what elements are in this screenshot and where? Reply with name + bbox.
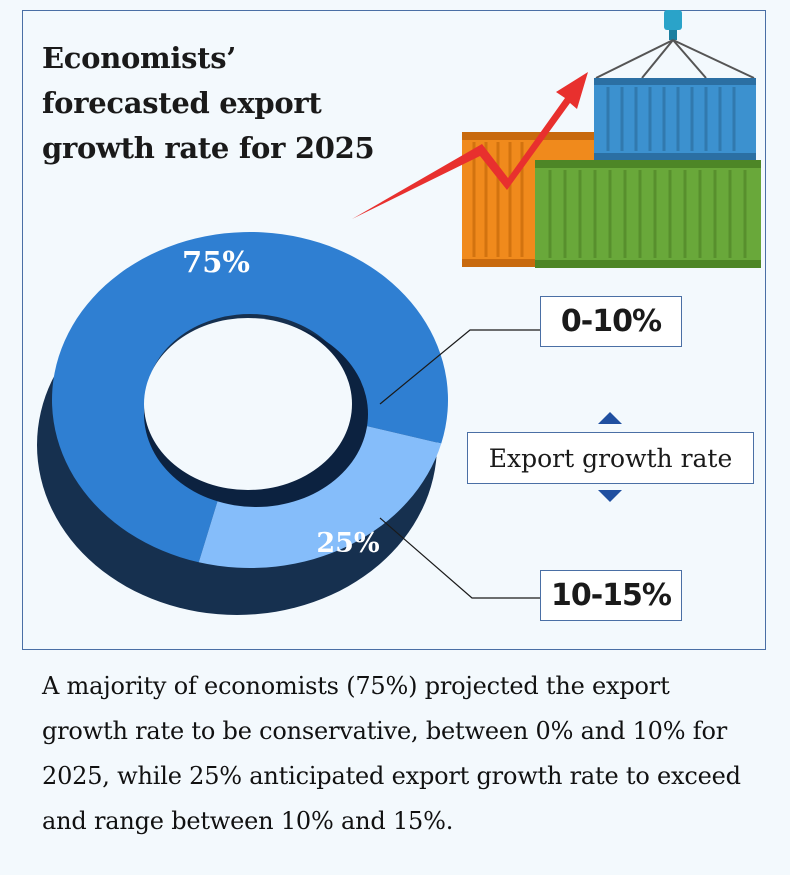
chart-caption: A majority of economists (75%) projected… — [42, 672, 741, 835]
chart-canvas: 75% 25% — [37, 10, 761, 615]
leader-line-10-15 — [379, 517, 540, 599]
triangle-down-icon — [598, 490, 622, 502]
containers-illustration — [352, 10, 761, 268]
crane-hook-icon — [595, 10, 755, 79]
donut-chart: 75% 25% — [37, 232, 449, 615]
chart-title: Economists’ forecasted export growth rat… — [42, 41, 375, 165]
category-label-0-10: 0-10% — [540, 296, 682, 347]
green-container-icon — [535, 160, 761, 268]
data-label-75: 75% — [182, 245, 250, 279]
category-label-10-15: 10-15% — [540, 570, 682, 621]
leader-line-0-10 — [379, 329, 540, 405]
triangle-up-icon — [598, 412, 622, 424]
donut-slice-10-15 — [198, 422, 442, 568]
blue-container-icon — [594, 78, 756, 160]
data-label-25: 25% — [316, 528, 379, 559]
donut-slice-0-10 — [52, 232, 449, 563]
legend-export-growth-rate: Export growth rate — [467, 432, 754, 484]
donut-hole — [144, 318, 352, 490]
